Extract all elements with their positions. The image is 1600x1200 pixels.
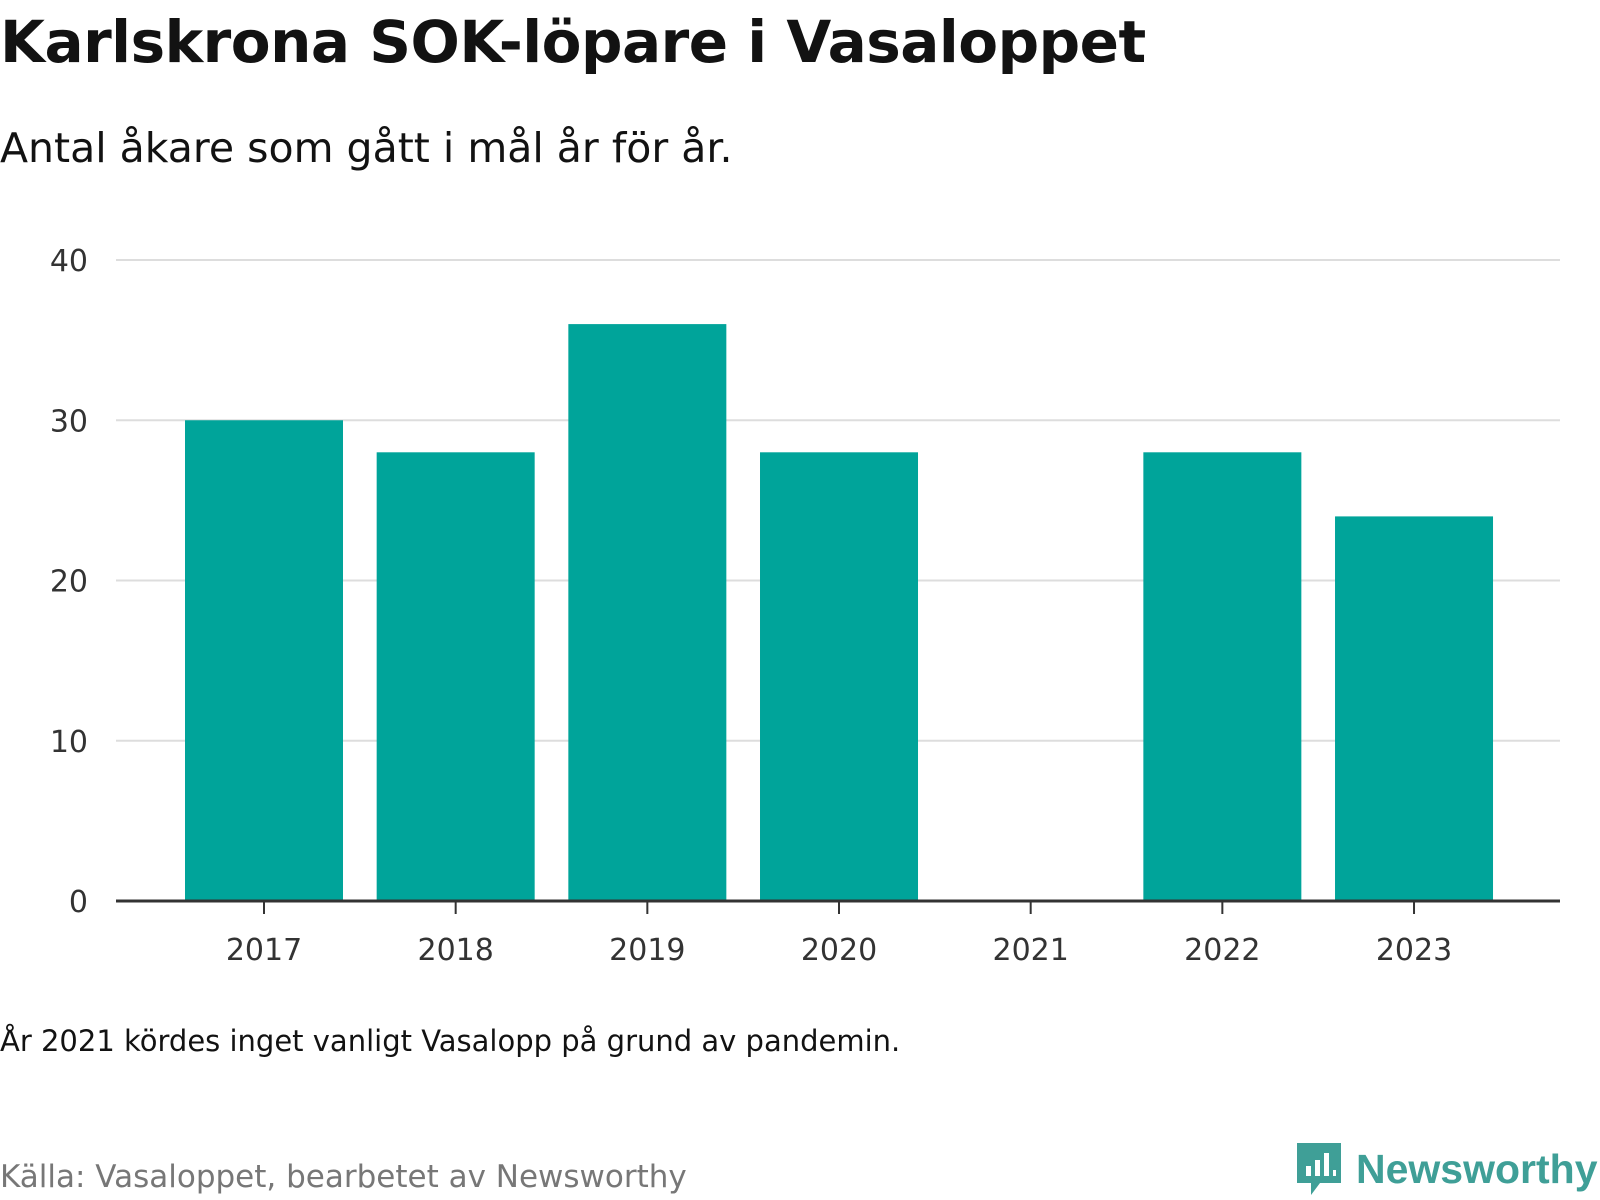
y-tick-label: 10 xyxy=(50,725,88,760)
y-axis-labels: 0 10 20 30 40 xyxy=(50,244,88,920)
x-tick-label: 2018 xyxy=(417,933,493,968)
chart-note: År 2021 kördes inget vanligt Vasalopp på… xyxy=(0,1024,901,1058)
y-tick-label: 0 xyxy=(69,885,88,920)
logo-text: Newsworthy xyxy=(1356,1145,1598,1192)
x-tick-label: 2017 xyxy=(226,933,302,968)
x-axis xyxy=(116,899,1560,914)
y-tick-label: 20 xyxy=(50,565,88,600)
bar-chart: 0 10 20 30 40 2017 2018 2019 2020 2021 2022 2023 xyxy=(50,244,1560,968)
x-tick-label: 2020 xyxy=(801,933,877,968)
bar-2022 xyxy=(1143,452,1302,901)
x-tick-label: 2019 xyxy=(609,933,685,968)
x-axis-labels: 2017 2018 2019 2020 2021 2022 2023 xyxy=(226,933,1452,968)
y-tick-label: 30 xyxy=(50,404,88,439)
newsworthy-logo-icon xyxy=(1297,1143,1341,1195)
bar-2019 xyxy=(568,324,727,902)
x-tick-label: 2021 xyxy=(993,933,1069,968)
bars xyxy=(185,324,1494,902)
chart-title: Karlskrona SOK-löpare i Vasaloppet xyxy=(0,8,1146,76)
bar-2023 xyxy=(1335,516,1494,901)
bar-2018 xyxy=(376,452,535,901)
bar-2020 xyxy=(760,452,919,901)
chart-subtitle: Antal åkare som gått i mål år för år. xyxy=(0,124,733,172)
x-tick-label: 2023 xyxy=(1376,933,1452,968)
x-tick-label: 2022 xyxy=(1184,933,1260,968)
chart-source: Källa: Vasaloppet, bearbetet av Newswort… xyxy=(0,1159,687,1195)
newsworthy-logo: Newsworthy xyxy=(1294,1140,1598,1198)
y-tick-label: 40 xyxy=(50,244,88,279)
bar-2017 xyxy=(185,420,343,901)
